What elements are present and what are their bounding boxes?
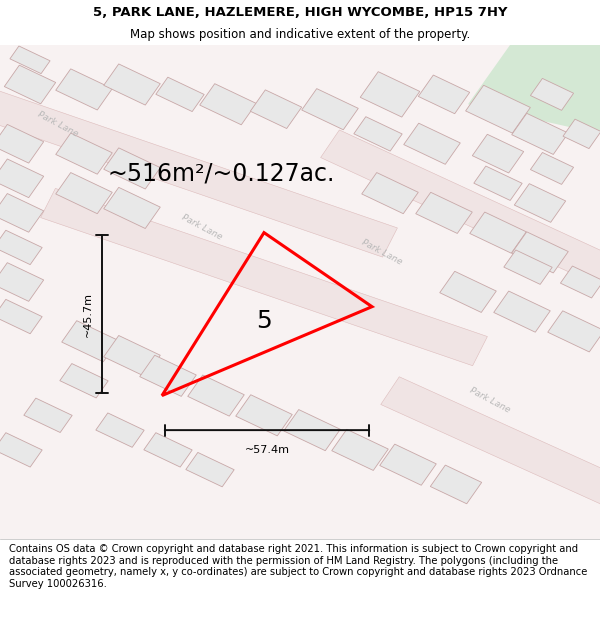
Text: ~57.4m: ~57.4m — [245, 445, 290, 455]
Text: Map shows position and indicative extent of the property.: Map shows position and indicative extent… — [130, 28, 470, 41]
Polygon shape — [320, 130, 600, 296]
Polygon shape — [381, 377, 600, 513]
Polygon shape — [284, 409, 340, 451]
Polygon shape — [504, 250, 552, 284]
Polygon shape — [302, 89, 358, 130]
Polygon shape — [200, 84, 256, 125]
Polygon shape — [360, 72, 420, 117]
Polygon shape — [362, 173, 418, 214]
Polygon shape — [0, 159, 44, 198]
Polygon shape — [0, 89, 397, 257]
Text: Park Lane: Park Lane — [180, 213, 224, 242]
Polygon shape — [56, 133, 112, 174]
Polygon shape — [4, 65, 56, 104]
Polygon shape — [430, 465, 482, 504]
Polygon shape — [494, 291, 550, 332]
Polygon shape — [474, 166, 522, 201]
Polygon shape — [0, 194, 44, 232]
Text: ~516m²/~0.127ac.: ~516m²/~0.127ac. — [108, 161, 335, 186]
Polygon shape — [140, 355, 196, 396]
Text: Park Lane: Park Lane — [468, 386, 512, 415]
Polygon shape — [0, 432, 42, 467]
Polygon shape — [60, 364, 108, 398]
Polygon shape — [104, 188, 160, 229]
Polygon shape — [468, 45, 600, 134]
Polygon shape — [354, 117, 402, 151]
Text: Contains OS data © Crown copyright and database right 2021. This information is : Contains OS data © Crown copyright and d… — [9, 544, 587, 589]
Polygon shape — [0, 124, 44, 163]
Polygon shape — [0, 262, 44, 301]
Polygon shape — [104, 148, 160, 189]
Polygon shape — [186, 452, 234, 487]
Polygon shape — [560, 266, 600, 298]
Text: Park Lane: Park Lane — [36, 109, 80, 138]
Polygon shape — [0, 299, 42, 334]
Polygon shape — [188, 375, 244, 416]
Polygon shape — [250, 90, 302, 129]
Polygon shape — [404, 123, 460, 164]
Polygon shape — [0, 230, 42, 264]
Polygon shape — [512, 232, 568, 273]
Polygon shape — [56, 69, 112, 110]
Text: 5, PARK LANE, HAZLEMERE, HIGH WYCOMBE, HP15 7HY: 5, PARK LANE, HAZLEMERE, HIGH WYCOMBE, H… — [93, 6, 507, 19]
Text: 5: 5 — [256, 309, 272, 334]
Text: Park Lane: Park Lane — [360, 238, 404, 267]
Polygon shape — [472, 134, 524, 173]
Polygon shape — [530, 78, 574, 111]
Polygon shape — [512, 113, 568, 154]
Polygon shape — [466, 85, 530, 133]
Polygon shape — [416, 192, 472, 234]
Polygon shape — [380, 444, 436, 485]
Polygon shape — [144, 432, 192, 467]
Polygon shape — [236, 395, 292, 436]
Polygon shape — [104, 64, 160, 105]
Polygon shape — [440, 271, 496, 312]
Polygon shape — [418, 75, 470, 114]
Polygon shape — [470, 212, 526, 253]
Polygon shape — [10, 46, 50, 74]
Polygon shape — [41, 188, 487, 366]
Polygon shape — [563, 119, 600, 149]
Polygon shape — [56, 173, 112, 214]
Polygon shape — [332, 429, 388, 471]
Polygon shape — [96, 413, 144, 447]
Polygon shape — [530, 152, 574, 184]
Polygon shape — [24, 398, 72, 432]
Polygon shape — [104, 336, 160, 377]
Polygon shape — [62, 321, 118, 362]
Polygon shape — [514, 184, 566, 222]
Polygon shape — [548, 311, 600, 352]
Text: ~45.7m: ~45.7m — [83, 292, 93, 337]
Polygon shape — [156, 77, 204, 112]
